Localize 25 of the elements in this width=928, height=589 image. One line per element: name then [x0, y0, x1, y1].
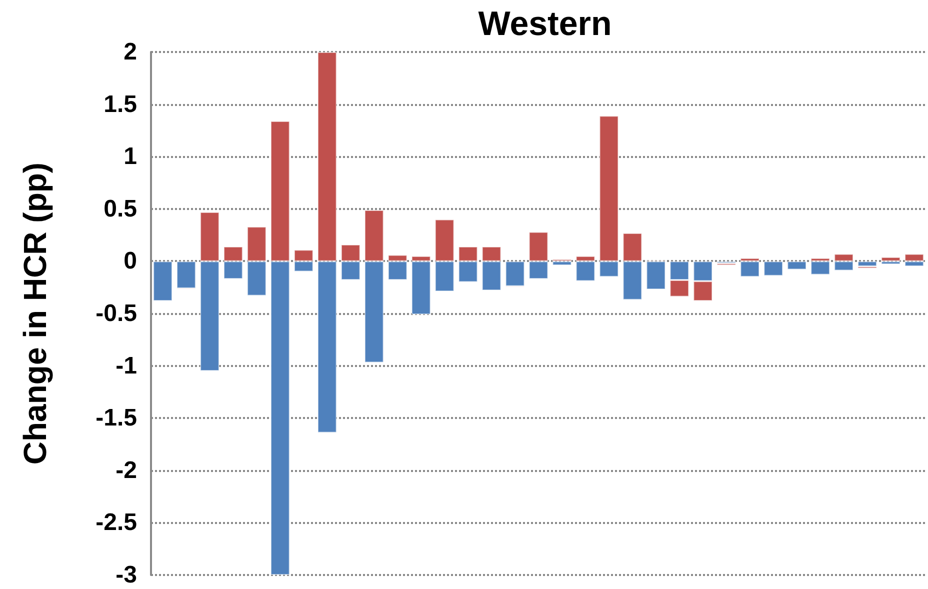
bar — [552, 261, 572, 266]
bar — [810, 261, 830, 275]
y-tick-label: -1.5 — [96, 404, 137, 432]
bar — [881, 261, 900, 264]
y-tick-label: 1 — [124, 143, 137, 170]
y-tick-label: 0.5 — [104, 195, 137, 222]
y-axis-title: Change in HCR (pp) — [17, 162, 53, 465]
y-tick-label: 0 — [124, 248, 137, 275]
y-tick-label: -2.5 — [96, 509, 137, 536]
y-tick-label: 2 — [124, 38, 137, 66]
y-tick-label: 1.5 — [104, 90, 137, 118]
bar — [740, 261, 760, 277]
bar — [881, 257, 900, 262]
bar — [764, 261, 783, 276]
y-tick-label: -2 — [116, 456, 137, 484]
bar — [505, 261, 525, 286]
y-tick-label: -1 — [116, 352, 137, 380]
bar — [787, 261, 806, 270]
bar — [153, 261, 172, 301]
y-tick-label: -3 — [116, 562, 137, 588]
y-tick-label: -0.5 — [96, 300, 137, 327]
bar — [646, 261, 666, 290]
bar — [176, 261, 196, 288]
bar — [858, 261, 877, 266]
chart-title: Western — [478, 5, 612, 43]
